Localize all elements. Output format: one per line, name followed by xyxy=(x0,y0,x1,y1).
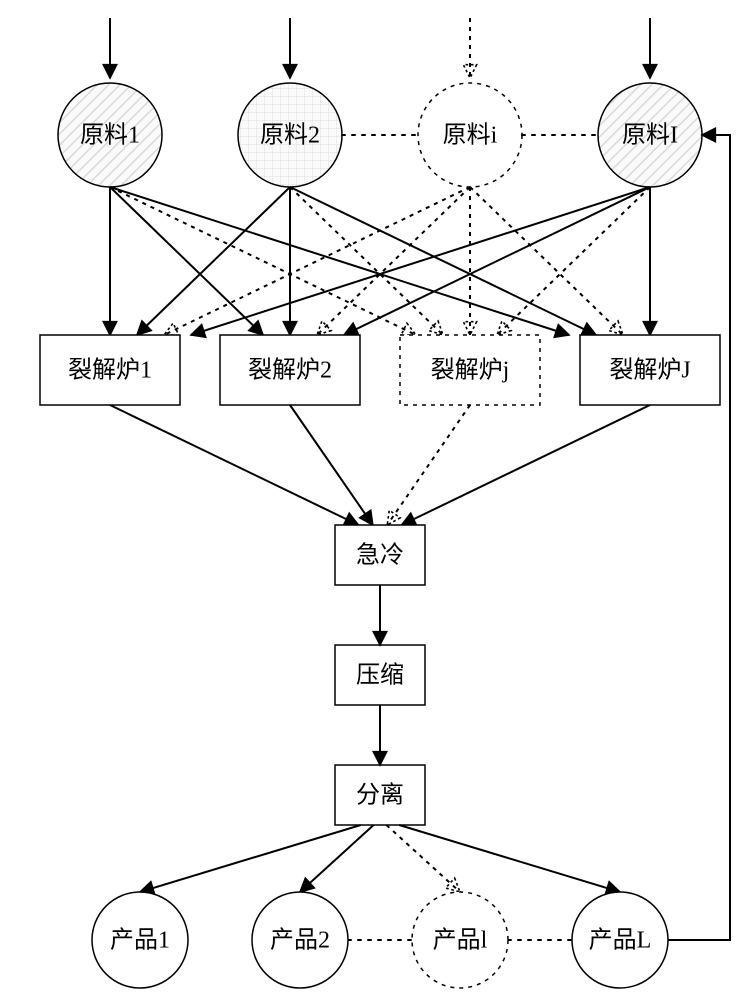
compress-label: 压缩 xyxy=(356,662,404,689)
furnace-2-label: 裂解炉2 xyxy=(248,357,332,384)
arrow xyxy=(470,187,623,335)
arrow xyxy=(497,187,650,335)
arrow xyxy=(137,187,290,335)
prod-2-label: 产品2 xyxy=(270,927,330,954)
raw-I-label: 原料I xyxy=(622,122,678,149)
prod-1-label: 产品1 xyxy=(110,927,170,954)
arrow xyxy=(386,825,460,892)
raw-1-label: 原料1 xyxy=(80,122,140,149)
prod-l-label: 产品l xyxy=(433,927,488,954)
arrow xyxy=(387,405,470,525)
arrow xyxy=(290,405,373,525)
furnace-j-label: 裂解炉j xyxy=(431,357,510,384)
arrow xyxy=(110,187,263,335)
arrow xyxy=(110,405,358,525)
arrow xyxy=(399,825,620,892)
arrow xyxy=(668,135,730,940)
arrow xyxy=(402,405,650,525)
separate-label: 分离 xyxy=(356,782,404,809)
arrow xyxy=(164,187,470,335)
furnace-J-label: 裂解炉J xyxy=(609,357,690,384)
furnace-1-label: 裂解炉1 xyxy=(68,357,152,384)
arrow xyxy=(140,825,361,892)
prod-L-label: 产品L xyxy=(589,927,652,954)
arrow xyxy=(290,187,596,335)
arrow xyxy=(300,825,374,892)
raw-2-label: 原料2 xyxy=(260,122,320,149)
raw-i-label: 原料i xyxy=(443,122,498,149)
quench-label: 急冷 xyxy=(356,542,404,569)
